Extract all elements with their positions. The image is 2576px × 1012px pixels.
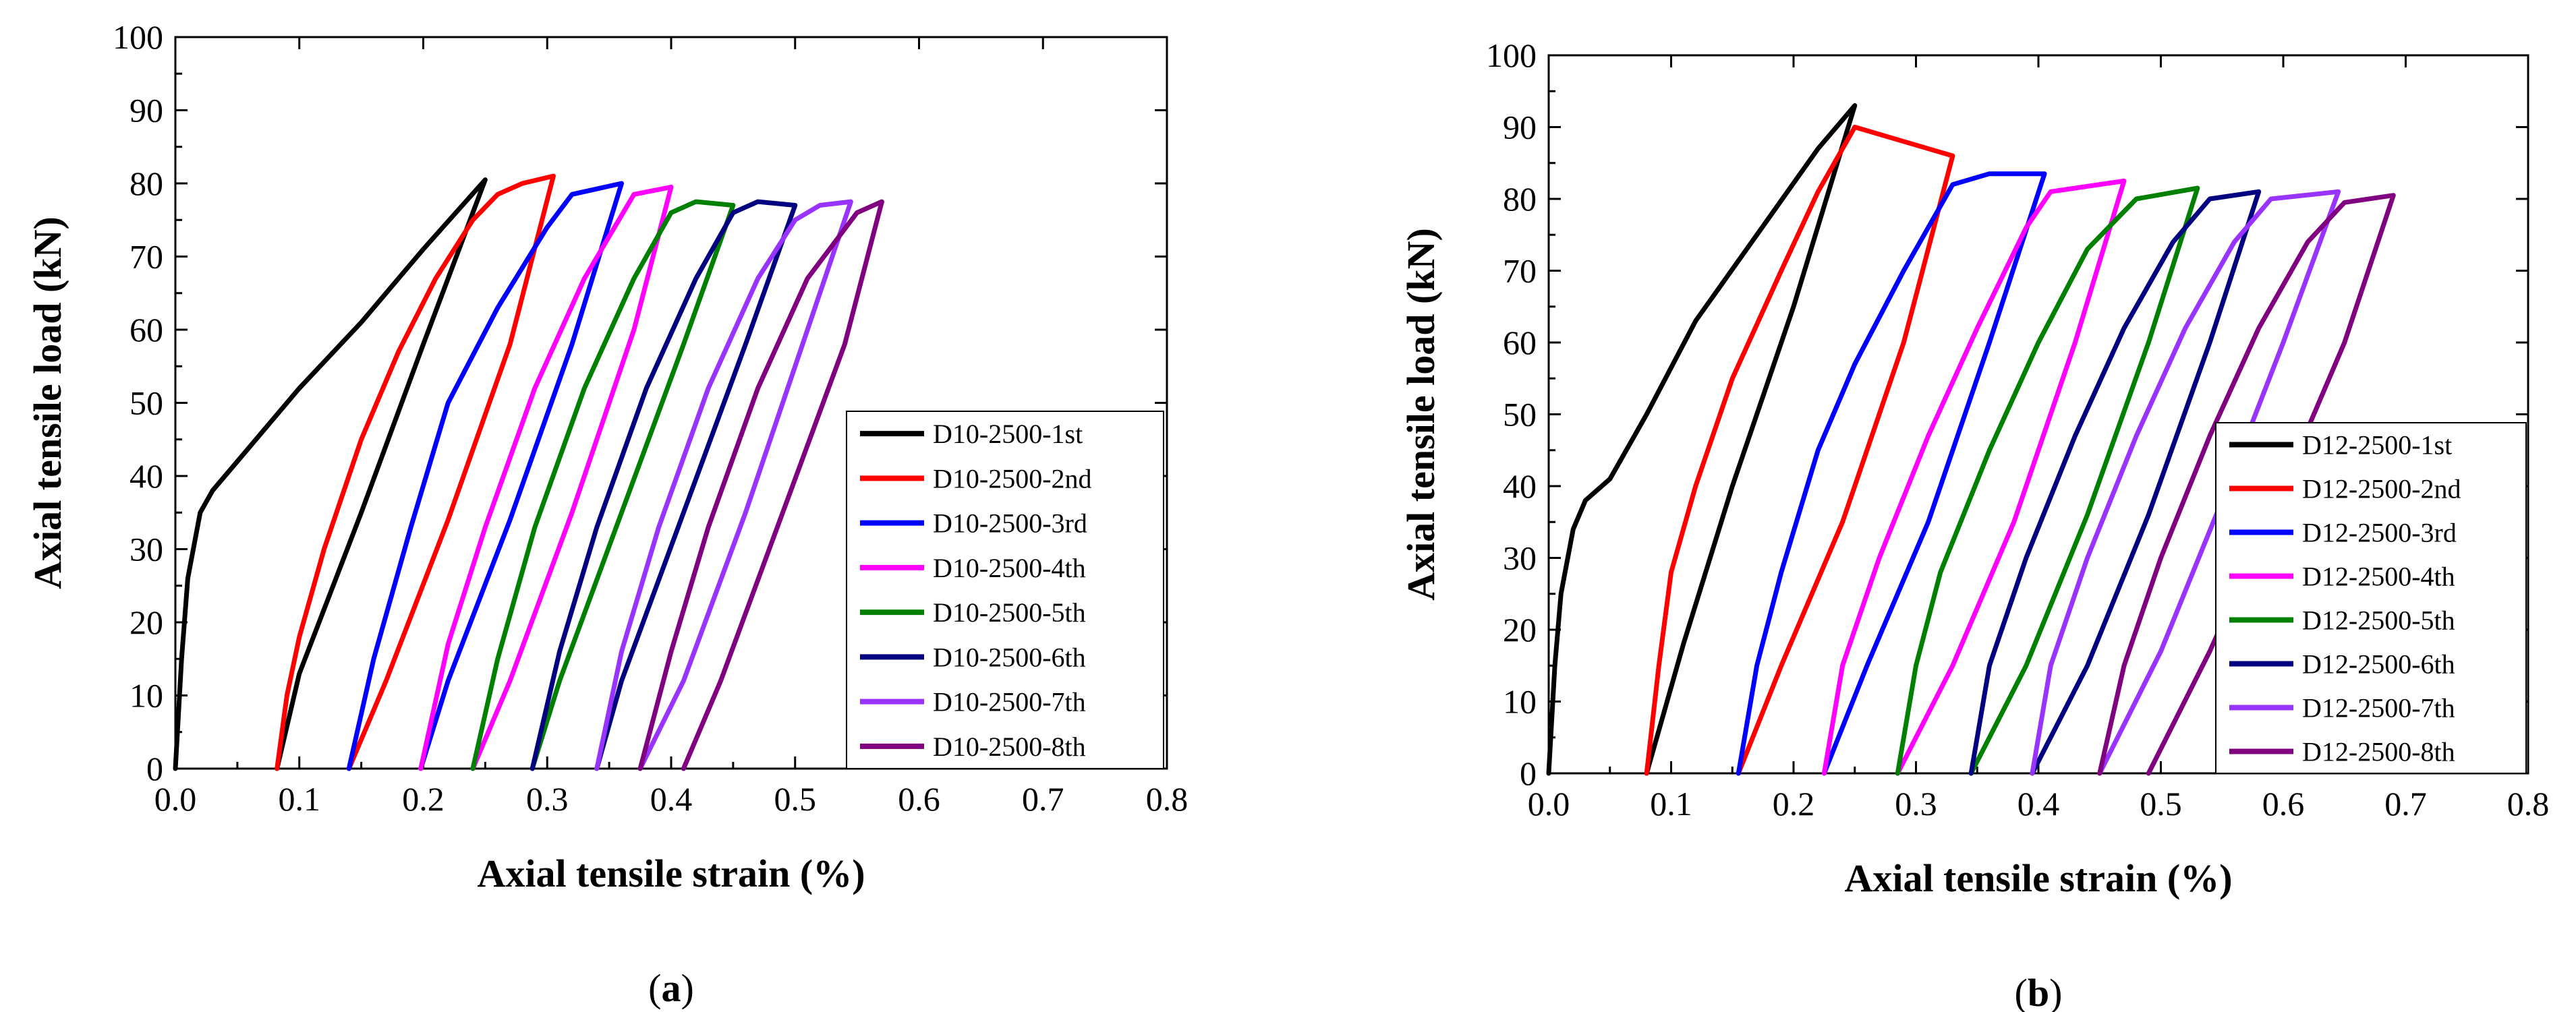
- legend: D10-2500-1st D10-2500-2nd D10-2500-3rd D10-…: [846, 411, 1164, 769]
- y-tick-label: 80: [130, 165, 163, 202]
- x-tick-label: 0.5: [774, 780, 817, 818]
- series-D10-2500-8th: [637, 199, 884, 771]
- legend-label: D12-2500-6th: [2302, 649, 2455, 680]
- y-tick-label: 50: [1503, 396, 1537, 434]
- y-tick-label: 60: [1503, 324, 1537, 361]
- y-tick-label: 0: [1520, 754, 1537, 792]
- legend-label: D10-2500-2nd: [933, 463, 1092, 494]
- series-D10-2500-4th: [418, 184, 674, 771]
- series-D12-2500-6th: [1968, 189, 2262, 776]
- series-D10-2500-3rd: [346, 181, 624, 771]
- legend-label: D12-2500-7th: [2302, 693, 2455, 723]
- legend-label: D12-2500-3rd: [2302, 518, 2457, 548]
- y-tick-label: 0: [146, 750, 163, 787]
- y-tick-label: 80: [1503, 180, 1537, 218]
- series-D12-2500-2nd: [1644, 125, 1955, 776]
- y-tick-label: 20: [1503, 611, 1537, 649]
- legend-label: D10-2500-4th: [933, 553, 1086, 583]
- x-tick-label: 0.2: [1773, 785, 1815, 823]
- series-D12-2500-3rd: [1736, 171, 2047, 776]
- x-tick-label: 0.6: [898, 780, 940, 818]
- x-tick-label: 0.0: [1528, 785, 1570, 823]
- legend-label: D10-2500-6th: [933, 642, 1086, 672]
- legend-label: D12-2500-8th: [2302, 737, 2455, 767]
- y-tick-label: 50: [130, 384, 163, 422]
- x-axis-title: Axial tensile strain (%): [477, 852, 865, 895]
- x-tick-label: 0.3: [1895, 785, 1937, 823]
- y-tick-label: 100: [1486, 36, 1537, 74]
- legend-label: D12-2500-4th: [2302, 562, 2455, 592]
- series-D12-2500-1st: [1546, 103, 1858, 776]
- legend-label: D10-2500-7th: [933, 687, 1086, 717]
- y-tick-label: 70: [130, 238, 163, 276]
- panel-caption: (b): [2015, 971, 2063, 1012]
- x-tick-label: 0.6: [2262, 785, 2305, 823]
- chart-b: 0.0 0.1 0.2 0.3 0.4 0.5 0.6 0.7 0.8 0 10 20 30 40 50 60…: [1399, 36, 2549, 1012]
- legend-box: [2215, 422, 2527, 774]
- y-tick-label: 10: [130, 677, 163, 715]
- series-D10-2500-2nd: [275, 173, 556, 771]
- y-tick-label: 100: [113, 18, 163, 56]
- y-tick-label: 20: [130, 603, 163, 641]
- x-tick-label: 0.8: [1146, 780, 1189, 818]
- chart-a: 0.0 0.1 0.2 0.3 0.4 0.5 0.6 0.7 0.8 0 10 20 30 40 50 60…: [26, 18, 1188, 1010]
- series-D12-2500-7th: [2030, 189, 2341, 776]
- y-axis-title: Axial tensile load (kN): [1399, 228, 1443, 601]
- legend-label: D12-2500-2nd: [2302, 474, 2461, 504]
- x-tick-label: 0.8: [2507, 785, 2550, 823]
- series-D10-2500-6th: [529, 199, 798, 771]
- legend-box: [846, 411, 1164, 769]
- y-axis-title: Axial tensile load (kN): [26, 216, 69, 589]
- legend-label: D10-2500-1st: [933, 419, 1083, 449]
- legend-label: D10-2500-8th: [933, 732, 1086, 762]
- series-D10-2500-7th: [594, 199, 853, 771]
- panel-caption: (a): [648, 966, 694, 1010]
- x-tick-label: 0.2: [402, 780, 445, 818]
- x-tick-label: 0.1: [1650, 785, 1692, 823]
- x-tick-label: 0.4: [2017, 785, 2060, 823]
- y-tick-label: 30: [1503, 539, 1537, 577]
- legend: D12-2500-1st D12-2500-2nd D12-2500-3rd D12-…: [2215, 422, 2527, 774]
- x-tick-label: 0.1: [279, 780, 321, 818]
- y-tick-label: 90: [130, 92, 163, 129]
- legend-label: D10-2500-5th: [933, 597, 1086, 628]
- x-tick-label: 0.7: [2384, 785, 2427, 823]
- x-tick-label: 0.7: [1022, 780, 1064, 818]
- y-tick-label: 40: [1503, 467, 1537, 505]
- x-tick-label: 0.4: [650, 780, 693, 818]
- x-tick-label: 0.0: [154, 780, 197, 818]
- legend-label: D12-2500-5th: [2302, 605, 2455, 636]
- series-D10-2500-5th: [470, 199, 736, 771]
- series-D10-2500-1st: [173, 177, 488, 771]
- legend-label: D10-2500-3rd: [933, 508, 1087, 539]
- y-tick-label: 30: [130, 531, 163, 568]
- x-tick-label: 0.5: [2140, 785, 2182, 823]
- y-tick-label: 60: [130, 311, 163, 349]
- legend-label: D12-2500-1st: [2302, 430, 2452, 460]
- series-D12-2500-4th: [1821, 178, 2127, 776]
- y-tick-label: 40: [130, 457, 163, 495]
- y-tick-label: 10: [1503, 683, 1537, 721]
- x-axis-title: Axial tensile strain (%): [1844, 856, 2232, 900]
- y-tick-label: 70: [1503, 252, 1537, 290]
- x-tick-label: 0.3: [526, 780, 569, 818]
- series-D12-2500-5th: [1895, 185, 2200, 776]
- y-tick-label: 90: [1503, 109, 1537, 146]
